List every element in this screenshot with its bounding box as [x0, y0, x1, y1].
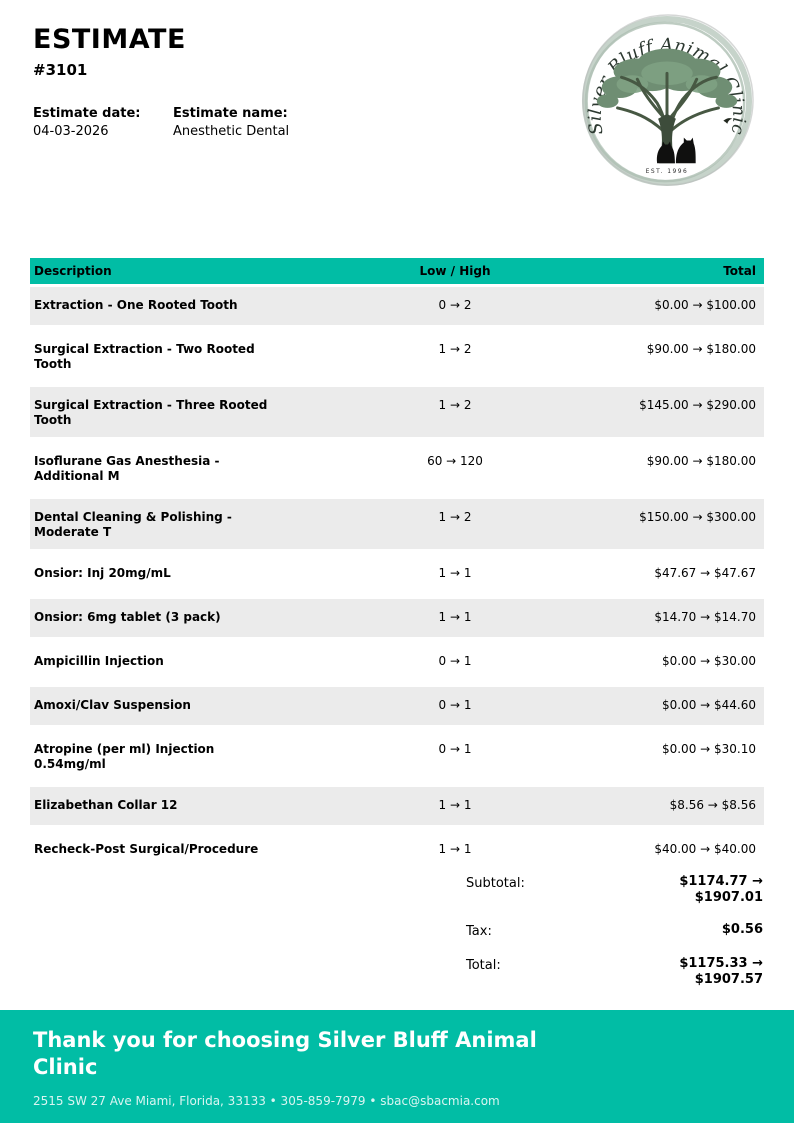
dog-silhouette [675, 137, 696, 164]
row-low-high: 1 → 1 [438, 798, 472, 812]
row-description: Elizabethan Collar 12 [34, 798, 178, 812]
estimate-meta: Estimate date: 04-03-2026 Estimate name:… [33, 106, 761, 139]
table-row: Isoflurane Gas Anesthesia - Additional M… [30, 443, 764, 493]
column-header-description: Description [34, 264, 112, 278]
row-description: Atropine (per ml) Injection 0.54mg/ml [34, 742, 215, 771]
row-low-high: 1 → 2 [438, 342, 472, 356]
table-row: Onsior: 6mg tablet (3 pack) 1 → 1 $14.70… [30, 599, 764, 637]
estimate-date-label: Estimate date: [33, 106, 141, 122]
row-total: $40.00 → $40.00 [654, 842, 756, 856]
row-total: $90.00 → $180.00 [646, 454, 756, 468]
row-low-high: 60 → 120 [427, 454, 483, 468]
table-row: Extraction - One Rooted Tooth 0 → 2 $0.0… [30, 287, 764, 325]
document-header: ESTIMATE #3101 Estimate date: 04-03-2026… [33, 24, 761, 139]
row-description: Onsior: 6mg tablet (3 pack) [34, 610, 221, 624]
row-low-high: 1 → 1 [438, 842, 472, 856]
subtotal-row: Subtotal: $1174.77 → $1907.01 [466, 874, 763, 905]
clinic-contact-line: 2515 SW 27 Ave Miami, Florida, 33133 • 3… [33, 1093, 500, 1108]
row-total: $0.00 → $30.00 [661, 654, 756, 668]
estimate-date-block: Estimate date: 04-03-2026 [33, 106, 173, 139]
row-total: $47.67 → $47.67 [654, 566, 756, 580]
estimate-name-label: Estimate name: [173, 106, 288, 122]
estimate-date-value: 04-03-2026 [33, 124, 109, 140]
subtotal-label: Subtotal: [466, 876, 525, 891]
row-low-high: 0 → 2 [438, 298, 472, 312]
clinic-logo: Silver Bluff Animal Clinic [578, 12, 756, 208]
row-description: Amoxi/Clav Suspension [34, 698, 191, 712]
thank-you-message: Thank you for choosing Silver Bluff Anim… [33, 1028, 537, 1079]
subtotal-value: $1174.77 → $1907.01 [679, 874, 763, 905]
row-description: Onsior: Inj 20mg/mL [34, 566, 171, 580]
row-description: Isoflurane Gas Anesthesia - Additional M [34, 454, 220, 483]
row-low-high: 0 → 1 [438, 742, 472, 756]
row-description: Surgical Extraction - Two Rooted Tooth [34, 342, 255, 371]
row-low-high: 1 → 2 [438, 398, 472, 412]
table-row: Amoxi/Clav Suspension 0 → 1 $0.00 → $44.… [30, 687, 764, 725]
table-row: Surgical Extraction - Two Rooted Tooth 1… [30, 331, 764, 381]
bird-icon [723, 118, 733, 124]
row-description: Ampicillin Injection [34, 654, 164, 668]
column-header-low-high: Low / High [419, 264, 491, 278]
row-total: $0.00 → $30.10 [661, 742, 756, 756]
row-low-high: 1 → 1 [438, 566, 472, 580]
table-row: Recheck-Post Surgical/Procedure 1 → 1 $4… [30, 831, 764, 869]
row-description: Dental Cleaning & Polishing - Moderate T [34, 510, 232, 539]
total-row: Total: $1175.33 → $1907.57 [466, 956, 763, 987]
total-label: Total: [466, 958, 501, 974]
table-body: Extraction - One Rooted Tooth 0 → 2 $0.0… [30, 287, 764, 869]
row-description: Surgical Extraction - Three Rooted Tooth [34, 398, 268, 427]
estimate-number: #3101 [33, 61, 88, 80]
row-total: $14.70 → $14.70 [654, 610, 756, 624]
row-description: Recheck-Post Surgical/Procedure [34, 842, 259, 856]
table-header-row: Description Low / High Total [30, 258, 764, 284]
row-total: $145.00 → $290.00 [639, 398, 756, 412]
estimate-name-value: Anesthetic Dental [173, 124, 290, 140]
row-low-high: 0 → 1 [438, 698, 472, 712]
row-total: $0.00 → $44.60 [661, 698, 756, 712]
logo-ring [581, 14, 754, 187]
row-total: $8.56 → $8.56 [669, 798, 756, 812]
estimate-name-block: Estimate name: Anesthetic Dental [173, 106, 313, 139]
row-low-high: 1 → 2 [438, 510, 472, 524]
tax-value: $0.56 [721, 922, 763, 938]
tax-row: Tax: $0.56 [466, 922, 763, 939]
totals-section: Subtotal: $1174.77 → $1907.01 Tax: $0.56… [466, 874, 763, 1004]
row-total: $150.00 → $300.00 [639, 510, 756, 524]
estimate-table: Description Low / High Total Extraction … [30, 258, 764, 875]
cat-silhouette [656, 141, 675, 164]
total-value: $1175.33 → $1907.57 [679, 956, 763, 987]
row-low-high: 0 → 1 [438, 654, 472, 668]
document-footer: Thank you for choosing Silver Bluff Anim… [0, 1010, 794, 1123]
row-total: $90.00 → $180.00 [646, 342, 756, 356]
row-low-high: 1 → 1 [438, 610, 472, 624]
table-row: Onsior: Inj 20mg/mL 1 → 1 $47.67 → $47.6… [30, 555, 764, 593]
table-row: Atropine (per ml) Injection 0.54mg/ml 0 … [30, 731, 764, 781]
column-header-total: Total [723, 264, 756, 278]
tax-label: Tax: [466, 924, 492, 940]
page-title: ESTIMATE [33, 24, 186, 55]
table-row: Surgical Extraction - Three Rooted Tooth… [30, 387, 764, 437]
table-row: Dental Cleaning & Polishing - Moderate T… [30, 499, 764, 549]
logo-est-text: EST. 1996 [646, 168, 689, 175]
row-total: $0.00 → $100.00 [654, 298, 756, 312]
table-row: Ampicillin Injection 0 → 1 $0.00 → $30.0… [30, 643, 764, 681]
row-description: Extraction - One Rooted Tooth [34, 298, 238, 312]
clinic-logo-image: Silver Bluff Animal Clinic [581, 14, 754, 187]
table-row: Elizabethan Collar 12 1 → 1 $8.56 → $8.5… [30, 787, 764, 825]
